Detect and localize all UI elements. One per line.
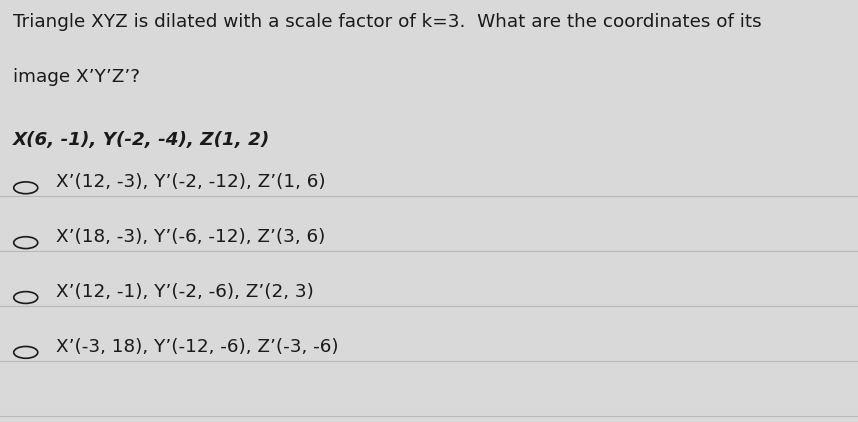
Text: X’(12, -3), Y’(-2, -12), Z’(1, 6): X’(12, -3), Y’(-2, -12), Z’(1, 6): [56, 173, 325, 191]
Text: Triangle XYZ is dilated with a scale factor of k=3.  What are the coordinates of: Triangle XYZ is dilated with a scale fac…: [13, 13, 762, 31]
Text: image X’Y’Z’?: image X’Y’Z’?: [13, 68, 140, 86]
Text: X’(12, -1), Y’(-2, -6), Z’(2, 3): X’(12, -1), Y’(-2, -6), Z’(2, 3): [56, 283, 314, 301]
Text: X’(18, -3), Y’(-6, -12), Z’(3, 6): X’(18, -3), Y’(-6, -12), Z’(3, 6): [56, 228, 325, 246]
Text: X(6, -1), Y(-2, -4), Z(1, 2): X(6, -1), Y(-2, -4), Z(1, 2): [13, 131, 270, 149]
Text: X’(-3, 18), Y’(-12, -6), Z’(-3, -6): X’(-3, 18), Y’(-12, -6), Z’(-3, -6): [56, 338, 338, 356]
